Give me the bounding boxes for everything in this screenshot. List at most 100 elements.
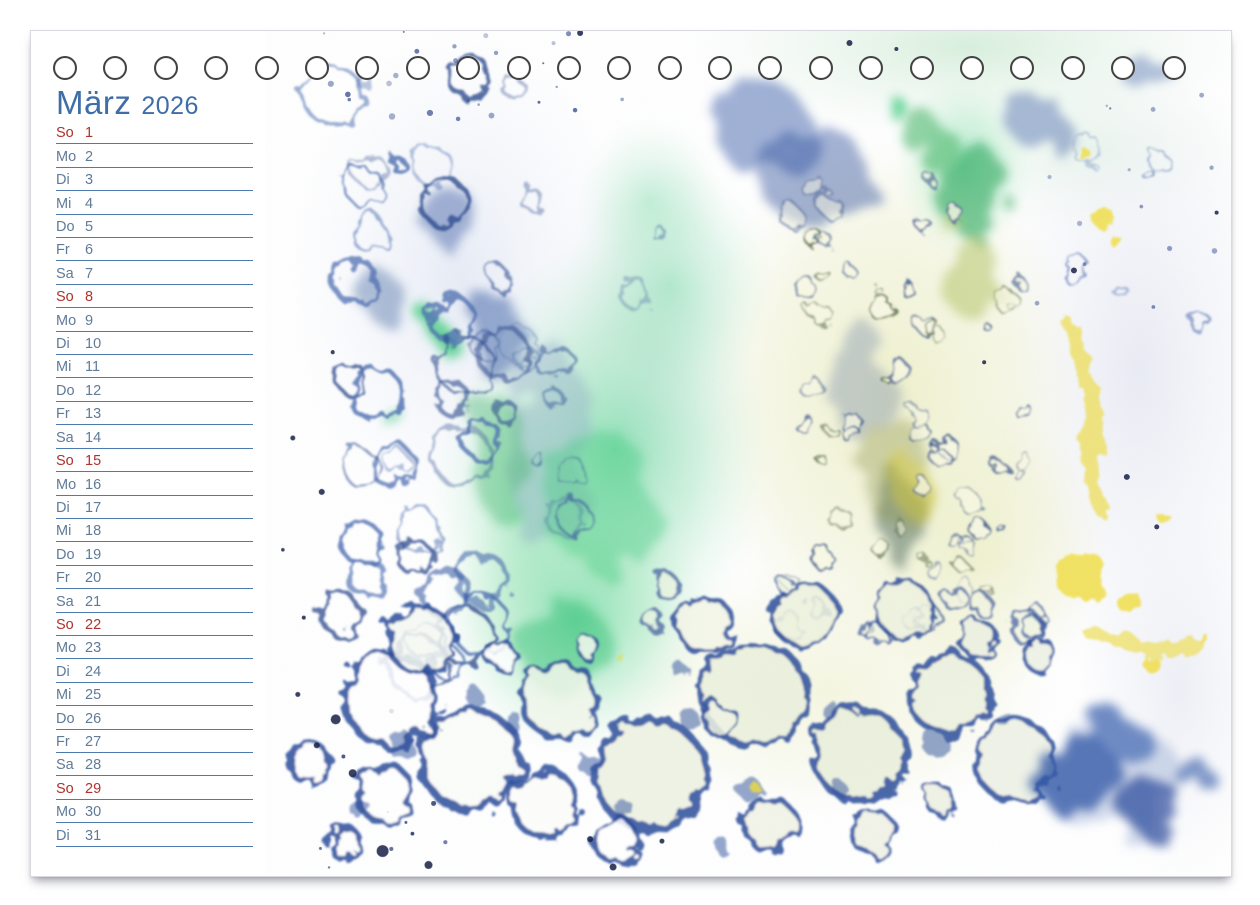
weekday-label: Do <box>56 546 75 563</box>
binding-hole <box>708 56 733 80</box>
day-number: 5 <box>85 219 94 236</box>
weekday-label: Fr <box>56 733 70 750</box>
day-number: 7 <box>85 265 94 282</box>
weekday-label: Mi <box>56 523 72 540</box>
day-row: So 8 <box>56 285 253 309</box>
binding-hole <box>1111 56 1136 80</box>
binding-hole <box>405 56 430 80</box>
day-row: Mo 30 <box>56 800 253 824</box>
binding-hole <box>808 56 833 80</box>
day-number: 8 <box>85 289 94 306</box>
binding-hole <box>355 56 380 80</box>
weekday-label: Mo <box>56 312 77 329</box>
binding-hole <box>53 56 77 80</box>
weekday-label: Sa <box>56 429 74 446</box>
calendar-header: März 2026 <box>56 84 199 122</box>
day-row: Di 3 <box>56 168 253 192</box>
weekday-label: Sa <box>56 593 74 610</box>
day-row: Sa 7 <box>56 261 253 285</box>
weekday-label: So <box>56 616 74 633</box>
calendar-sheet: März 2026 So 1 Mo 2 Di 3 Mi 4 Do 5 Fr 6 Sa 7 So 8 Mo 9 Di 1… <box>30 30 1232 877</box>
day-row: Sa 28 <box>56 753 253 777</box>
day-number: 1 <box>85 125 94 142</box>
day-row: Sa 21 <box>56 589 253 613</box>
binding-hole <box>254 56 279 80</box>
day-number: 31 <box>85 827 102 844</box>
binding-hole <box>456 56 481 80</box>
day-row: Di 31 <box>56 823 253 847</box>
weekday-label: Mo <box>56 148 77 165</box>
day-row: Mi 25 <box>56 683 253 707</box>
binding-hole <box>607 56 632 80</box>
weekday-label: So <box>56 289 74 306</box>
day-row: So 22 <box>56 613 253 636</box>
weekday-label: Fr <box>56 406 70 423</box>
weekday-label: Do <box>56 219 75 236</box>
day-row: Do 19 <box>56 542 253 566</box>
binding-holes-row <box>53 56 1186 80</box>
day-row: Mo 9 <box>56 308 253 332</box>
binding-hole <box>758 56 783 80</box>
day-number: 22 <box>85 616 102 633</box>
day-row: Do 26 <box>56 706 253 730</box>
weekday-label: Mo <box>56 476 77 493</box>
weekday-label: Di <box>56 663 70 680</box>
day-row: Fr 20 <box>56 566 253 590</box>
weekday-label: So <box>56 125 74 142</box>
month-title: März <box>56 84 132 121</box>
weekday-label: Mo <box>56 804 77 821</box>
day-row: So 15 <box>56 449 253 473</box>
day-row: Mi 18 <box>56 519 253 543</box>
day-row: Mi 4 <box>56 191 253 215</box>
weekday-label: Di <box>56 499 70 516</box>
weekday-label: Di <box>56 336 70 353</box>
weekday-label: So <box>56 453 74 470</box>
day-row: Do 12 <box>56 378 253 402</box>
day-number: 6 <box>85 242 94 259</box>
watercolor-artwork <box>265 31 1231 876</box>
day-number: 4 <box>85 195 94 212</box>
day-row: Mo 23 <box>56 636 253 660</box>
binding-hole <box>1060 56 1085 80</box>
day-row: Mi 11 <box>56 355 253 379</box>
day-row: So 1 <box>56 121 253 145</box>
binding-hole <box>103 56 128 80</box>
binding-hole <box>153 56 178 80</box>
day-number: 17 <box>85 499 102 516</box>
day-row: Di 10 <box>56 332 253 356</box>
binding-hole <box>204 56 229 80</box>
day-number: 9 <box>85 312 94 329</box>
weekday-label: Do <box>56 710 75 727</box>
binding-hole <box>657 56 682 80</box>
day-number: 18 <box>85 523 102 540</box>
day-number: 12 <box>85 382 102 399</box>
day-row: Mo 16 <box>56 472 253 496</box>
day-list: So 1 Mo 2 Di 3 Mi 4 Do 5 Fr 6 Sa 7 So 8 Mo 9 Di 10 Mi 11 Do 12 F… <box>56 121 253 847</box>
weekday-label: Fr <box>56 570 70 587</box>
binding-hole <box>1161 56 1186 80</box>
day-number: 3 <box>85 172 94 189</box>
day-number: 21 <box>85 593 102 610</box>
weekday-label: Di <box>56 827 70 844</box>
weekday-label: Do <box>56 382 75 399</box>
day-row: Do 5 <box>56 215 253 239</box>
day-row: Fr 27 <box>56 730 253 753</box>
day-number: 11 <box>85 359 101 376</box>
binding-hole <box>909 56 934 80</box>
weekday-label: Mi <box>56 359 72 376</box>
binding-hole <box>859 56 884 80</box>
weekday-label: Sa <box>56 265 74 282</box>
day-row: Fr 6 <box>56 238 253 262</box>
day-row: Sa 14 <box>56 425 253 449</box>
day-number: 26 <box>85 710 102 727</box>
weekday-label: Mo <box>56 640 77 657</box>
day-number: 20 <box>85 570 102 587</box>
day-number: 2 <box>85 148 94 165</box>
weekday-label: Sa <box>56 757 74 774</box>
weekday-label: Mi <box>56 687 72 704</box>
day-row: Di 24 <box>56 659 253 683</box>
day-number: 19 <box>85 546 102 563</box>
binding-hole <box>506 56 531 80</box>
day-number: 10 <box>85 336 102 353</box>
day-number: 15 <box>85 453 102 470</box>
